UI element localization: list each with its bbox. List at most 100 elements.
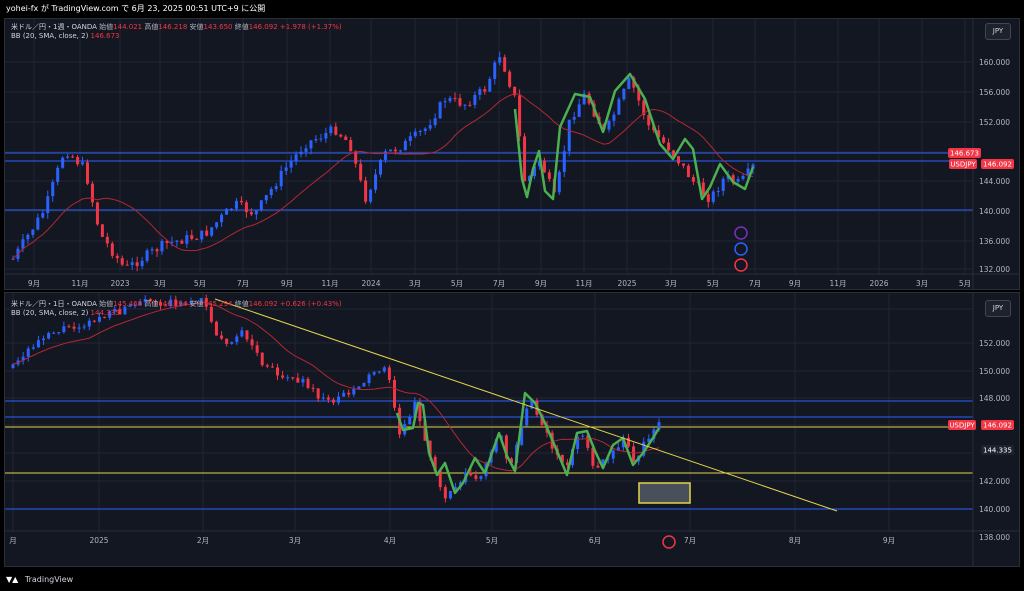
candle-body (647, 438, 651, 443)
bb-middle-line (12, 302, 660, 472)
candle-body (513, 86, 517, 96)
low-label: 安値 (189, 23, 204, 31)
candle-body (52, 332, 56, 334)
candle-body (56, 167, 60, 183)
time-tick-label: 5月 (486, 536, 498, 545)
candle-body (438, 471, 442, 488)
tradingview-brand[interactable]: TradingView (24, 575, 74, 584)
candle-body (494, 439, 498, 452)
candle-body (347, 392, 351, 395)
time-tick-label: 2024 (361, 279, 380, 288)
candle-body (560, 454, 564, 463)
candle-body (354, 151, 358, 164)
candle-body (160, 240, 164, 252)
candle-body (72, 326, 76, 329)
candle-body (586, 435, 590, 448)
price-tag (981, 420, 1014, 430)
daily-candlestick-chart[interactable]: 152.000 150.000 148.000 142.000 140.000 138.0… (5, 293, 1019, 566)
candle-body (11, 364, 15, 368)
candle-body (239, 200, 243, 203)
candle-body (547, 172, 551, 180)
weekly-chart-pane[interactable]: 米ドル／円・1週・OANDA 始値144.021 高値146.218 安値143… (4, 18, 1020, 290)
candle-body (133, 305, 137, 307)
price-tag (948, 148, 981, 158)
candle-body (103, 316, 107, 318)
candle-body (148, 299, 152, 302)
candle-body (245, 330, 249, 340)
candle-body (498, 57, 502, 63)
candle-body (260, 352, 264, 366)
symbol-label: 米ドル／円・1週・OANDA (11, 23, 97, 31)
candle-body (344, 136, 348, 141)
price-tag (981, 159, 1014, 169)
trend-line (214, 298, 838, 512)
candle-body (175, 240, 179, 242)
candle-body (374, 174, 378, 190)
time-tick-label: 5月 (707, 279, 719, 288)
candle-body (319, 138, 323, 140)
candle-body (433, 118, 437, 126)
symbol-label: 米ドル／円・1日・OANDA (11, 300, 97, 308)
candle-body (448, 98, 452, 102)
candle-body (225, 338, 229, 344)
candle-body (21, 239, 25, 249)
candle-body (626, 437, 630, 447)
candle-body (128, 305, 132, 307)
time-tick-label: 9月 (883, 536, 895, 545)
time-tick-label: 9月 (535, 279, 547, 288)
candle-body (342, 392, 346, 397)
candle-body (85, 162, 89, 184)
candle-body (379, 159, 383, 175)
candle-body (36, 340, 40, 348)
candle-body (92, 320, 96, 322)
candle-body (299, 151, 303, 155)
tradingview-logo-icon[interactable]: ▼▲ (6, 575, 19, 584)
currency-button[interactable]: JPY (985, 23, 1011, 40)
candle-body (210, 227, 214, 236)
candle-body (393, 149, 397, 152)
candle-body (244, 202, 248, 213)
candle-body (622, 88, 626, 100)
candle-body (383, 151, 387, 160)
candle-body (62, 326, 66, 333)
candle-body (617, 99, 621, 115)
candle-body (274, 186, 278, 190)
candle-body (125, 264, 129, 266)
candle-body (184, 302, 188, 304)
event-marker-icon (662, 535, 676, 549)
candle-body (87, 320, 91, 327)
daily-chart-pane[interactable]: 米ドル／円・1日・OANDA 始値145.468 高値146.294 安値145… (4, 292, 1020, 567)
candle-body (71, 156, 75, 158)
candle-body (105, 236, 109, 244)
candle-body (339, 134, 343, 137)
close-value: 146.092 (248, 23, 278, 31)
close-value: 146.092 (248, 300, 278, 308)
price-tag-label: 144.335 (983, 447, 1012, 455)
candle-body (314, 139, 318, 141)
candle-body (123, 306, 127, 315)
price-tick-label: 138.000 (979, 533, 1010, 542)
candle-body (428, 125, 432, 129)
candle-body (281, 375, 285, 378)
open-label: 始値 (99, 300, 114, 308)
publish-info: yohei-fx が TradingView.com で 6月 23, 2025… (6, 4, 266, 13)
price-tick-label: 148.000 (979, 394, 1010, 403)
time-tick-label: 3月 (409, 279, 421, 288)
elliott-wave-drawing (395, 391, 661, 495)
candle-body (493, 62, 497, 79)
candle-body (503, 57, 507, 72)
candle-body (276, 367, 280, 376)
candle-body (135, 262, 139, 267)
candle-body (438, 102, 442, 119)
price-tick-label: 140.000 (979, 505, 1010, 514)
currency-button[interactable]: JPY (985, 300, 1011, 317)
price-tag (948, 420, 976, 430)
candle-body (334, 126, 338, 135)
price-tick-label: 152.000 (979, 339, 1010, 348)
candle-body (165, 240, 169, 243)
candle-body (120, 258, 124, 265)
candle-body (36, 217, 40, 230)
candle-body (716, 190, 720, 192)
time-tick-label: 5月 (194, 279, 206, 288)
weekly-candlestick-chart[interactable]: 160.000 156.000 152.000 144.000 140.000 136.0… (5, 19, 1019, 289)
